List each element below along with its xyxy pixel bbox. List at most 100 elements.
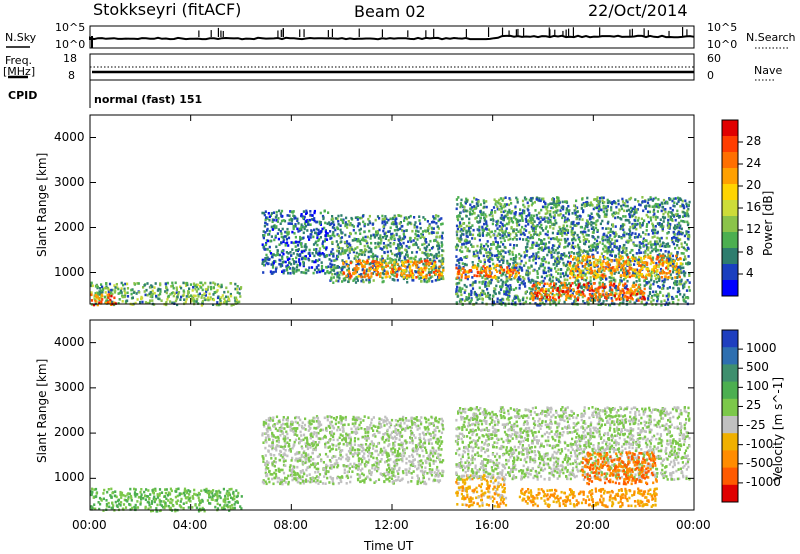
data-cell [671, 297, 674, 301]
data-cell [363, 230, 366, 234]
data-cell [674, 224, 677, 227]
data-cell [571, 269, 574, 272]
data-cell [605, 215, 608, 218]
data-cell [338, 273, 341, 277]
data-cell [284, 242, 287, 245]
data-cell [169, 300, 172, 303]
data-cell [619, 301, 622, 305]
data-cell [290, 254, 293, 257]
data-cell [409, 238, 412, 242]
data-cell [460, 224, 463, 228]
data-cell [465, 242, 468, 245]
data-cell [593, 299, 596, 302]
data-cell [481, 227, 484, 230]
data-cell [466, 277, 469, 281]
data-cell [686, 209, 689, 213]
data-cell [485, 268, 488, 272]
data-cell [609, 285, 612, 289]
data-cell [479, 211, 483, 215]
data-cell [287, 230, 290, 234]
data-cell [549, 301, 552, 304]
data-cell [523, 277, 526, 281]
data-cell [374, 246, 377, 250]
data-cell [417, 230, 420, 233]
data-cell [296, 240, 299, 244]
data-cell [594, 206, 597, 210]
data-cell [232, 303, 235, 306]
data-cell [425, 266, 428, 270]
data-cell [364, 250, 367, 253]
data-cell [560, 289, 563, 293]
data-cell [430, 267, 433, 270]
data-cell [557, 262, 560, 265]
data-cell [588, 222, 591, 225]
data-cell [601, 237, 604, 241]
data-cell [418, 267, 421, 271]
data-cell [505, 227, 508, 230]
data-cell [601, 199, 604, 202]
data-cell [493, 287, 496, 290]
data-cell [670, 218, 674, 221]
data-cell [496, 227, 499, 230]
data-cell [356, 218, 359, 221]
data-cell [618, 292, 621, 296]
data-cell [347, 277, 351, 280]
data-cell [553, 251, 556, 254]
data-cell [273, 226, 276, 230]
data-cell [391, 270, 394, 273]
data-cell [381, 280, 384, 284]
data-cell [397, 247, 400, 250]
data-cell [276, 253, 279, 257]
data-cell [549, 282, 552, 286]
data-cell [667, 215, 670, 218]
data-cell [201, 283, 205, 287]
data-cell [687, 255, 690, 258]
data-cell [529, 199, 533, 202]
data-cell [363, 244, 366, 248]
data-cell [292, 252, 295, 255]
data-cell [382, 225, 385, 229]
data-cell [557, 238, 560, 242]
data-cell [640, 242, 643, 245]
data-cell [352, 279, 355, 282]
data-cell [619, 217, 622, 220]
data-cell [459, 211, 462, 215]
data-cell [423, 277, 426, 281]
data-cell [379, 235, 382, 239]
data-cell [387, 243, 390, 247]
data-cell [561, 200, 564, 204]
data-cell [610, 208, 613, 212]
data-cell [365, 269, 368, 273]
data-cell [647, 242, 650, 245]
data-cell [318, 220, 321, 224]
data-cell [216, 301, 219, 304]
data-cell [432, 265, 435, 268]
data-cell [679, 205, 682, 208]
data-cell [481, 268, 484, 271]
data-cell [582, 249, 586, 252]
data-cell [598, 284, 602, 287]
data-cell [468, 249, 471, 253]
data-cell [507, 296, 510, 299]
data-cell [495, 220, 498, 223]
data-cell [633, 259, 636, 263]
data-cell [603, 201, 606, 204]
data-cell [587, 284, 590, 288]
data-cell [156, 289, 159, 292]
data-cell [285, 231, 288, 234]
data-cell [204, 281, 207, 285]
data-cell [654, 240, 657, 243]
data-cell [569, 225, 572, 228]
data-cell [667, 218, 670, 222]
data-cell [94, 292, 97, 295]
data-cell [632, 281, 635, 285]
data-cell [609, 201, 612, 205]
data-cell [680, 266, 683, 269]
data-cell [567, 212, 571, 216]
data-cell [629, 206, 633, 210]
data-cell [279, 222, 282, 225]
data-cell [500, 203, 503, 206]
data-cell [566, 229, 570, 232]
data-cell [461, 243, 464, 246]
data-cell [466, 247, 469, 250]
